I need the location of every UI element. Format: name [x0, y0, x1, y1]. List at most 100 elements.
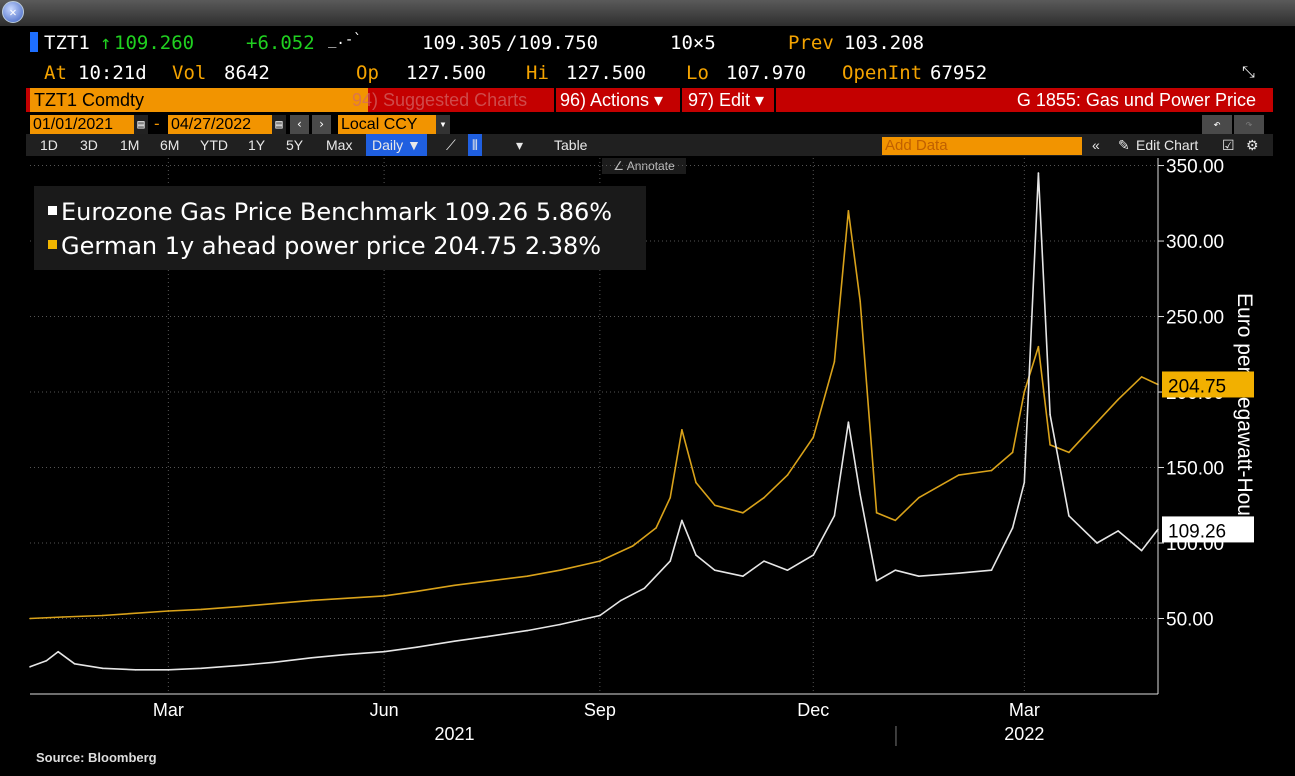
power-point	[695, 481, 697, 484]
power-point	[859, 300, 861, 303]
range-max[interactable]: Max	[326, 137, 353, 153]
gas-point	[957, 572, 960, 575]
edit-menu[interactable]: 97) Edit ▾	[688, 90, 765, 110]
close-window-icon[interactable]: ✕	[2, 1, 24, 23]
add-data-input[interactable]: Add Data	[882, 137, 1082, 155]
pencil-icon: ✎	[1118, 137, 1130, 153]
start-calendar-icon[interactable]: ▤	[134, 115, 148, 134]
power-point	[1096, 421, 1098, 424]
gas-point	[167, 669, 170, 671]
sparkline-icon: _.-`	[328, 32, 362, 48]
range-5y[interactable]: 5Y	[286, 137, 304, 153]
gas-point	[875, 579, 878, 582]
open-value: 127.500	[406, 62, 487, 84]
x-tick-label: Dec	[797, 700, 829, 720]
gas-point	[526, 629, 528, 632]
bar-chart-icon[interactable]: ⫴	[468, 134, 482, 156]
line-chart-icon[interactable]: ⟋	[446, 137, 456, 153]
power-point	[599, 560, 601, 562]
x-tick-label: Jun	[370, 700, 399, 720]
gas-point	[486, 635, 489, 638]
gas-point	[200, 667, 202, 670]
end-calendar-icon[interactable]: ▤	[272, 115, 286, 134]
power-point	[1037, 345, 1040, 348]
x-axis: Mar Jun Sep Dec Mar 2021 2022	[30, 693, 1158, 746]
last-value-bg	[1162, 516, 1254, 543]
end-date-field[interactable]: 04/27/2022	[168, 115, 272, 134]
power-point	[416, 590, 418, 593]
security-color-tab	[30, 32, 38, 52]
gas-point	[894, 569, 897, 571]
power-point	[453, 584, 456, 587]
gas-point	[453, 640, 456, 642]
gas-point	[1096, 542, 1098, 544]
gas-point	[643, 587, 646, 590]
gas-point	[1068, 515, 1070, 517]
gas-point	[990, 569, 993, 571]
power-point	[310, 599, 313, 602]
currency-select[interactable]: Local CCY	[338, 115, 436, 134]
range-3d[interactable]: 3D	[80, 137, 98, 153]
gas-point	[45, 659, 48, 662]
gas-point	[695, 554, 697, 556]
window-titlebar: ✕	[0, 0, 1295, 26]
gas-line	[29, 172, 1159, 671]
edit-chart-button[interactable]: Edit Chart	[1136, 137, 1199, 153]
redo-button[interactable]: ↷	[1234, 115, 1264, 134]
gas-point	[134, 669, 137, 671]
next-period-button[interactable]: ›	[312, 115, 331, 134]
range-1d[interactable]: 1D	[40, 137, 58, 153]
source-note: Source: Bloomberg	[36, 750, 157, 765]
range-ytd[interactable]: YTD	[200, 137, 228, 153]
power-point	[713, 504, 716, 507]
power-point	[669, 496, 672, 499]
suggested-charts-button[interactable]: 94) Suggested Charts	[352, 90, 528, 110]
undo-button[interactable]: ↶	[1202, 115, 1232, 134]
gas-point	[742, 575, 744, 578]
prev-value: 103.208	[844, 32, 925, 54]
actions-menu[interactable]: 96) Actions ▾	[560, 90, 664, 110]
power-point	[167, 610, 170, 612]
range-1m[interactable]: 1M	[120, 137, 140, 153]
high-value: 127.500	[566, 62, 647, 84]
collapse-icon[interactable]: «	[1092, 137, 1100, 153]
low-label: Lo	[686, 62, 709, 84]
gas-point	[1023, 481, 1026, 484]
low-value: 107.970	[726, 62, 807, 84]
legend: Eurozone Gas Price Benchmark 109.26 5.86…	[34, 186, 646, 270]
vol-value: 8642	[224, 62, 270, 84]
x-tick-label: Mar	[153, 700, 184, 720]
power-point	[383, 595, 385, 597]
gas-point	[859, 493, 861, 496]
chart-type-dropdown-icon[interactable]: ▾	[516, 137, 524, 153]
gas-point	[1049, 413, 1051, 416]
power-point	[62, 616, 64, 618]
power-point	[875, 512, 878, 514]
range-6m[interactable]: 6M	[160, 137, 180, 153]
y-axis: 50.00100.00150.00200.00250.00300.00350.0…	[1157, 157, 1256, 694]
prev-period-button[interactable]: ‹	[290, 115, 309, 134]
legend-power: German 1y ahead power price 204.75 2.38%	[48, 232, 601, 260]
security-field[interactable]: TZT1 Comdty	[30, 88, 368, 112]
gas-point	[1037, 172, 1040, 174]
table-button[interactable]: Table	[554, 137, 588, 153]
expand-icon[interactable]: ⤡	[1242, 62, 1255, 81]
price-chart[interactable]: 50.00100.00150.00200.00250.00300.00350.0…	[26, 26, 1273, 746]
currency-dropdown-icon[interactable]: ▾	[436, 115, 450, 134]
power-point	[786, 474, 789, 476]
at-label: At	[44, 62, 67, 84]
gas-swatch-icon	[48, 205, 57, 215]
power-point	[29, 617, 31, 620]
gas-last-value-tag: 109.26	[1162, 516, 1254, 543]
x-tick-label: Sep	[584, 700, 616, 720]
power-swatch-icon	[48, 239, 57, 249]
customize-icon[interactable]: ☑	[1222, 137, 1235, 153]
power-last-value-tag: 204.75	[1162, 371, 1254, 398]
net-change: +6.052	[246, 32, 315, 54]
gear-icon[interactable]: ⚙	[1246, 137, 1259, 153]
gas-point	[273, 661, 275, 664]
range-1y[interactable]: 1Y	[248, 137, 266, 153]
start-date-field[interactable]: 01/01/2021	[30, 115, 134, 134]
y-tick-label: 350.00	[1166, 157, 1224, 178]
frequency-select[interactable]: Daily ▼	[366, 134, 427, 156]
